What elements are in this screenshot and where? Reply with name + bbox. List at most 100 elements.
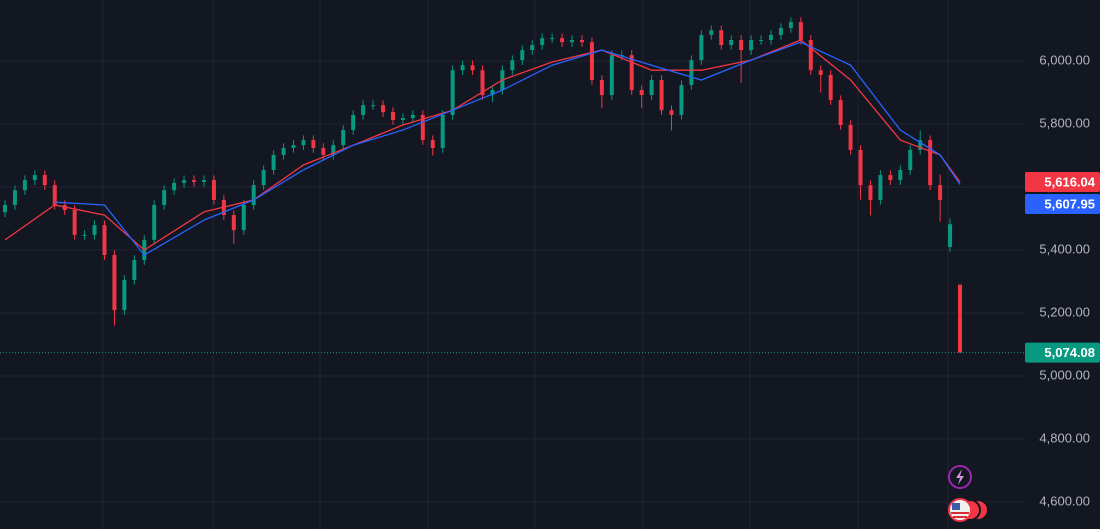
candle-body <box>878 175 883 200</box>
candle-body <box>868 185 873 200</box>
candle-body <box>659 79 664 111</box>
candle-body <box>629 55 634 91</box>
candle-body <box>182 180 187 183</box>
y-tick-label: 5,400.00 <box>1039 241 1090 256</box>
candle-body <box>938 185 943 200</box>
candle-body <box>361 105 366 115</box>
candle-body <box>251 185 256 205</box>
candle-body <box>699 34 704 61</box>
candle-body <box>729 39 734 46</box>
candle-body <box>540 38 545 46</box>
candle-body <box>739 39 744 51</box>
candle-body <box>281 147 286 155</box>
candle-body <box>759 39 764 41</box>
candle-body <box>958 284 962 353</box>
candle-body <box>291 145 296 148</box>
candle-body <box>351 114 356 131</box>
candle-body <box>420 114 425 141</box>
y-tick-label: 4,800.00 <box>1039 430 1090 445</box>
candle-body <box>82 234 87 236</box>
candle-body <box>778 28 783 35</box>
candle-body <box>132 260 137 280</box>
candle-body <box>490 90 495 96</box>
y-tick-label: 4,600.00 <box>1039 493 1090 508</box>
candle-body <box>122 279 127 311</box>
candle-body <box>3 204 7 213</box>
candle-body <box>201 180 206 183</box>
candle-body <box>788 22 793 29</box>
candle-body <box>321 147 326 155</box>
y-tick-label: 5,800.00 <box>1039 116 1090 131</box>
candle-body <box>22 180 27 191</box>
candle-body <box>709 30 714 35</box>
candle-body <box>838 100 843 126</box>
candle-body <box>92 225 97 235</box>
candle-body <box>589 42 594 80</box>
candle-body <box>848 125 853 150</box>
candle-body <box>390 112 395 120</box>
candle-body <box>768 34 773 40</box>
candle-body <box>371 105 376 107</box>
candle-body <box>928 140 933 186</box>
event-icons[interactable] <box>948 465 989 522</box>
candle-body <box>400 118 405 120</box>
candle-body <box>818 70 823 75</box>
candle-body <box>112 255 117 311</box>
candle-body <box>560 38 565 43</box>
candle-body <box>480 70 485 96</box>
candle-body <box>241 204 246 231</box>
price-label-box <box>1025 342 1100 363</box>
y-tick-label: 6,000.00 <box>1039 53 1090 68</box>
candle-body <box>609 55 614 96</box>
candle-body <box>72 210 77 235</box>
candle-body <box>669 110 674 115</box>
candle-body <box>172 182 177 191</box>
price-label-text: 5,074.08 <box>1044 345 1095 360</box>
price-label-box <box>1025 171 1100 192</box>
candle-body <box>858 149 863 186</box>
candle-body <box>231 215 236 231</box>
candle-body <box>152 204 157 240</box>
candle-body <box>410 114 415 119</box>
candle-body <box>570 39 575 43</box>
candle-body <box>450 70 455 115</box>
candle-body <box>828 74 833 101</box>
candle-body <box>908 149 913 171</box>
candle-body <box>679 85 684 115</box>
plot-area <box>0 17 1025 354</box>
y-tick-label: 5,200.00 <box>1039 304 1090 319</box>
lightning-glyph <box>956 469 964 485</box>
candle-body <box>430 140 435 148</box>
candle-body <box>301 140 306 146</box>
candle-body <box>52 185 57 205</box>
candle-body <box>749 39 754 51</box>
candle-body <box>271 154 276 171</box>
moving-average-line <box>4 39 961 251</box>
candle-body <box>649 79 654 96</box>
price-label-text: 5,616.04 <box>1044 174 1095 189</box>
candle-body <box>520 50 525 61</box>
candle-body <box>579 39 584 43</box>
candle-body <box>898 170 903 181</box>
candle-body <box>192 180 197 183</box>
candle-body <box>102 225 107 256</box>
candle-body <box>639 90 644 96</box>
flag-canton <box>952 503 960 510</box>
moving-average-line <box>54 41 961 256</box>
candle-body <box>440 114 445 148</box>
candle-body <box>689 60 694 86</box>
y-tick-label: 5,000.00 <box>1039 367 1090 382</box>
candle-body <box>460 65 465 71</box>
candle-body <box>719 30 724 46</box>
candle-body <box>530 45 535 51</box>
candle-body <box>381 105 386 113</box>
candle-body <box>948 224 953 247</box>
candle-body <box>32 175 37 181</box>
price-label-text: 5,607.95 <box>1044 196 1095 211</box>
candle-body <box>510 60 515 71</box>
candle-body <box>550 38 555 40</box>
candle-body <box>42 175 47 186</box>
